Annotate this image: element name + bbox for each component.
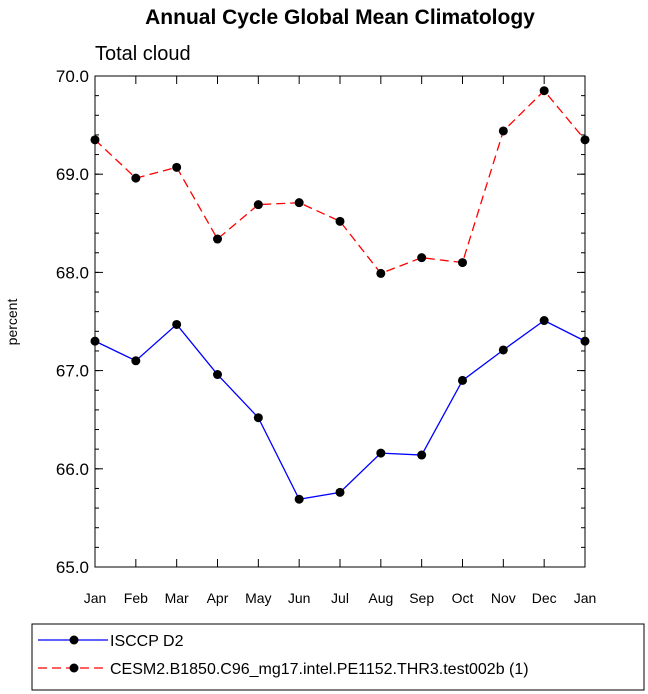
legend-marker-1 — [69, 635, 79, 645]
y-axis-label: percent — [4, 299, 20, 346]
x-tick-label: Aug — [368, 590, 393, 606]
legend-marker-2 — [69, 663, 79, 673]
series-1-point — [213, 370, 222, 380]
series-2-point — [498, 126, 508, 136]
series-2-point — [294, 198, 304, 208]
chart-subtitle: Total cloud — [95, 43, 191, 65]
plot-frame — [94, 75, 586, 568]
x-tick-label: Jan — [574, 590, 597, 606]
y-tick-label: 65.0 — [56, 558, 89, 577]
series-2-point — [213, 234, 222, 244]
y-tick-label: 69.0 — [56, 165, 89, 184]
series-1-point — [580, 336, 590, 346]
x-tick-label: Sep — [409, 590, 434, 606]
y-tick-labels: 65.0 66.0 67.0 68.0 69.0 70.0 — [56, 67, 89, 577]
series-2-point — [253, 200, 263, 210]
series-2-point — [580, 135, 590, 145]
legend-label-2: CESM2.B1850.C96_mg17.intel.PE1152.THR3.t… — [110, 661, 529, 678]
series-1-point — [131, 356, 141, 366]
series-line-2 — [94, 89, 586, 275]
series-1-point — [294, 494, 304, 504]
series-1-point — [498, 345, 508, 355]
series-2-point — [172, 162, 182, 172]
series-2-point — [90, 135, 100, 145]
series-layer — [90, 86, 590, 504]
x-tick-label: Jan — [84, 590, 107, 606]
x-tick-label: Feb — [124, 590, 148, 606]
x-tick-label: Jul — [331, 590, 349, 606]
x-tick-label: Nov — [491, 590, 516, 606]
legend: ISCCP D2 CESM2.B1850.C96_mg17.intel.PE115… — [31, 623, 645, 691]
x-tick-label: Jun — [288, 590, 311, 606]
series-2-point — [335, 216, 345, 226]
series-2-point — [376, 268, 386, 278]
series-1-point — [335, 487, 345, 497]
series-2-point — [539, 86, 549, 96]
series-1-point — [376, 448, 386, 458]
series-2-point — [417, 253, 427, 263]
chart-title: Annual Cycle Global Mean Climatology — [145, 6, 535, 29]
series-1-point — [253, 413, 263, 423]
legend-label-1: ISCCP D2 — [110, 633, 184, 650]
x-tick-label: Dec — [532, 590, 557, 606]
x-tick-label: Apr — [207, 590, 229, 606]
series-1-point — [90, 336, 100, 346]
x-tick-label: Mar — [165, 590, 189, 606]
series-2-point — [131, 173, 141, 183]
series-1-point — [172, 319, 182, 329]
legend-box — [31, 623, 645, 691]
series-1-point — [539, 316, 549, 326]
x-tick-label: May — [245, 590, 271, 606]
series-line-1 — [94, 319, 586, 500]
series-2-point — [458, 258, 467, 268]
y-tick-label: 66.0 — [56, 460, 89, 479]
y-tick-label: 68.0 — [56, 263, 89, 282]
series-1-point — [417, 450, 427, 460]
series-1-point — [458, 375, 467, 385]
x-tick-label: Oct — [452, 590, 474, 606]
y-tick-label: 67.0 — [56, 362, 89, 381]
y-tick-label: 70.0 — [56, 67, 89, 86]
x-tick-labels: Jan Feb Mar Apr May Jun Jul Aug Sep Oct Nov Dec Jan — [84, 590, 597, 606]
